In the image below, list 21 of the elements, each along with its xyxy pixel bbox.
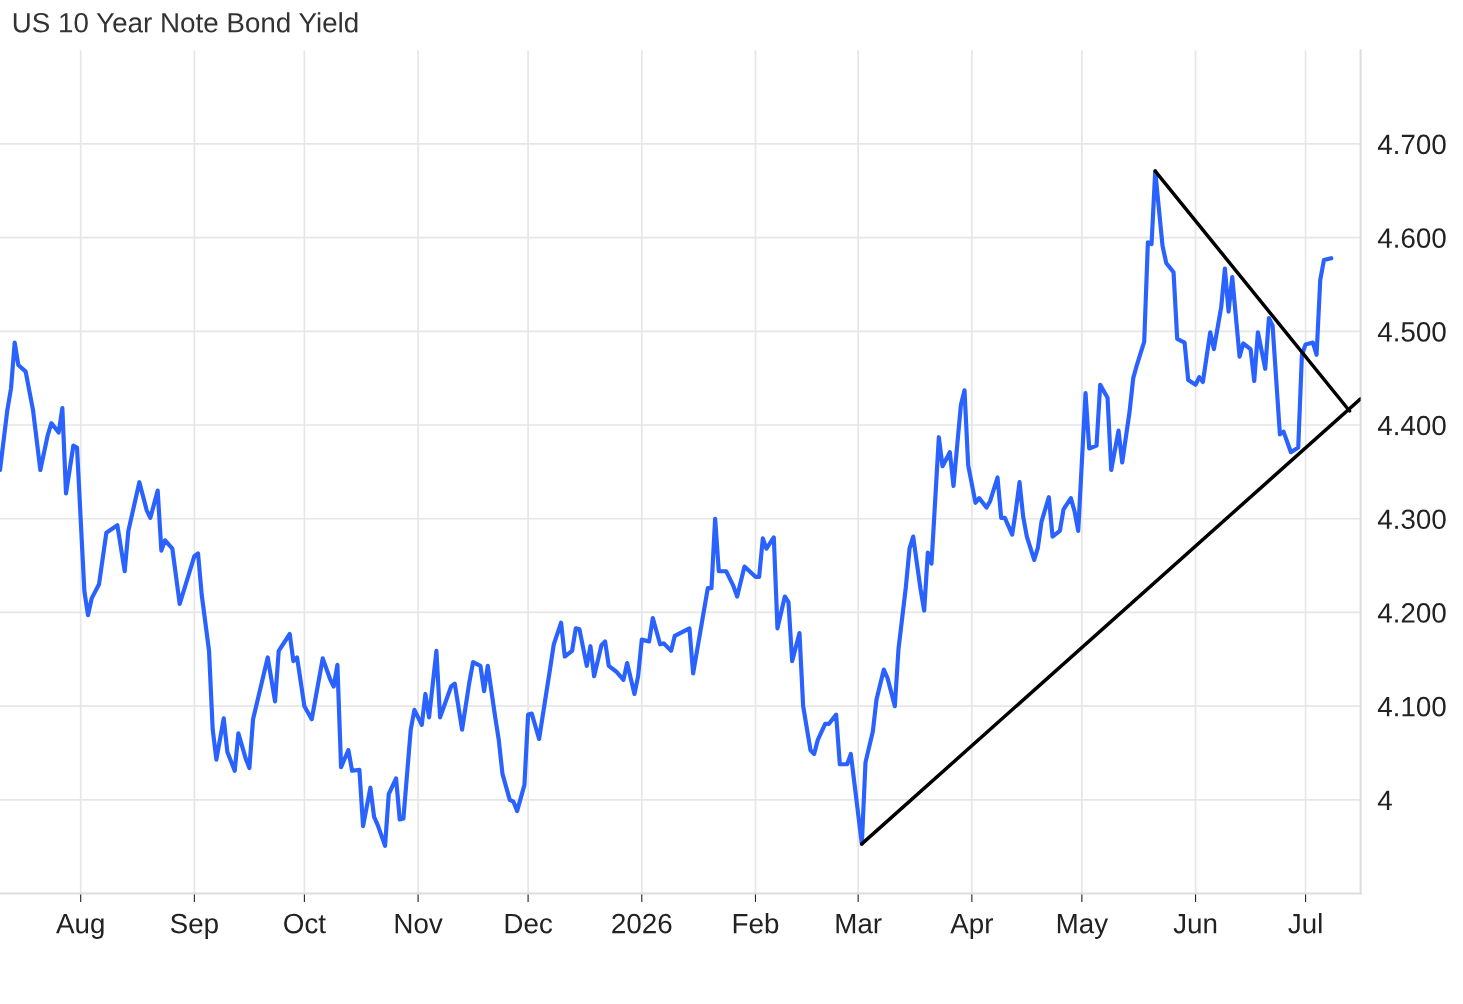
x-tick-label: Jun <box>1173 914 1217 934</box>
x-tick-label: May <box>1057 914 1109 939</box>
y-tick-label: 4.200 <box>1377 603 1446 623</box>
x-tick-label: Jul <box>1288 913 1322 934</box>
x-tick-label: Aug <box>56 914 104 939</box>
y-tick-label: 4 <box>1377 790 1392 810</box>
y-tick-label: 4.400 <box>1377 415 1446 436</box>
y-tick-label: 4.700 <box>1377 134 1446 155</box>
x-tick-label: Feb <box>733 913 779 934</box>
y-tick-label: 4.600 <box>1377 228 1446 248</box>
y-tick-label: 4.300 <box>1377 509 1446 530</box>
y-tick-label: 4.500 <box>1377 321 1446 342</box>
x-tick-label: Mar <box>836 914 882 934</box>
x-tick-label: Apr <box>950 914 993 939</box>
x-tick-label: Sep <box>170 913 218 939</box>
x-tick-label: Dec <box>505 914 553 934</box>
x-tick-label: Nov <box>395 914 443 934</box>
chart-title: US 10 Year Note Bond Yield <box>13 12 358 33</box>
x-tick-label: 2026 <box>612 913 672 934</box>
y-tick-label: 4.100 <box>1377 696 1446 717</box>
x-tick-label: Oct <box>284 913 326 934</box>
